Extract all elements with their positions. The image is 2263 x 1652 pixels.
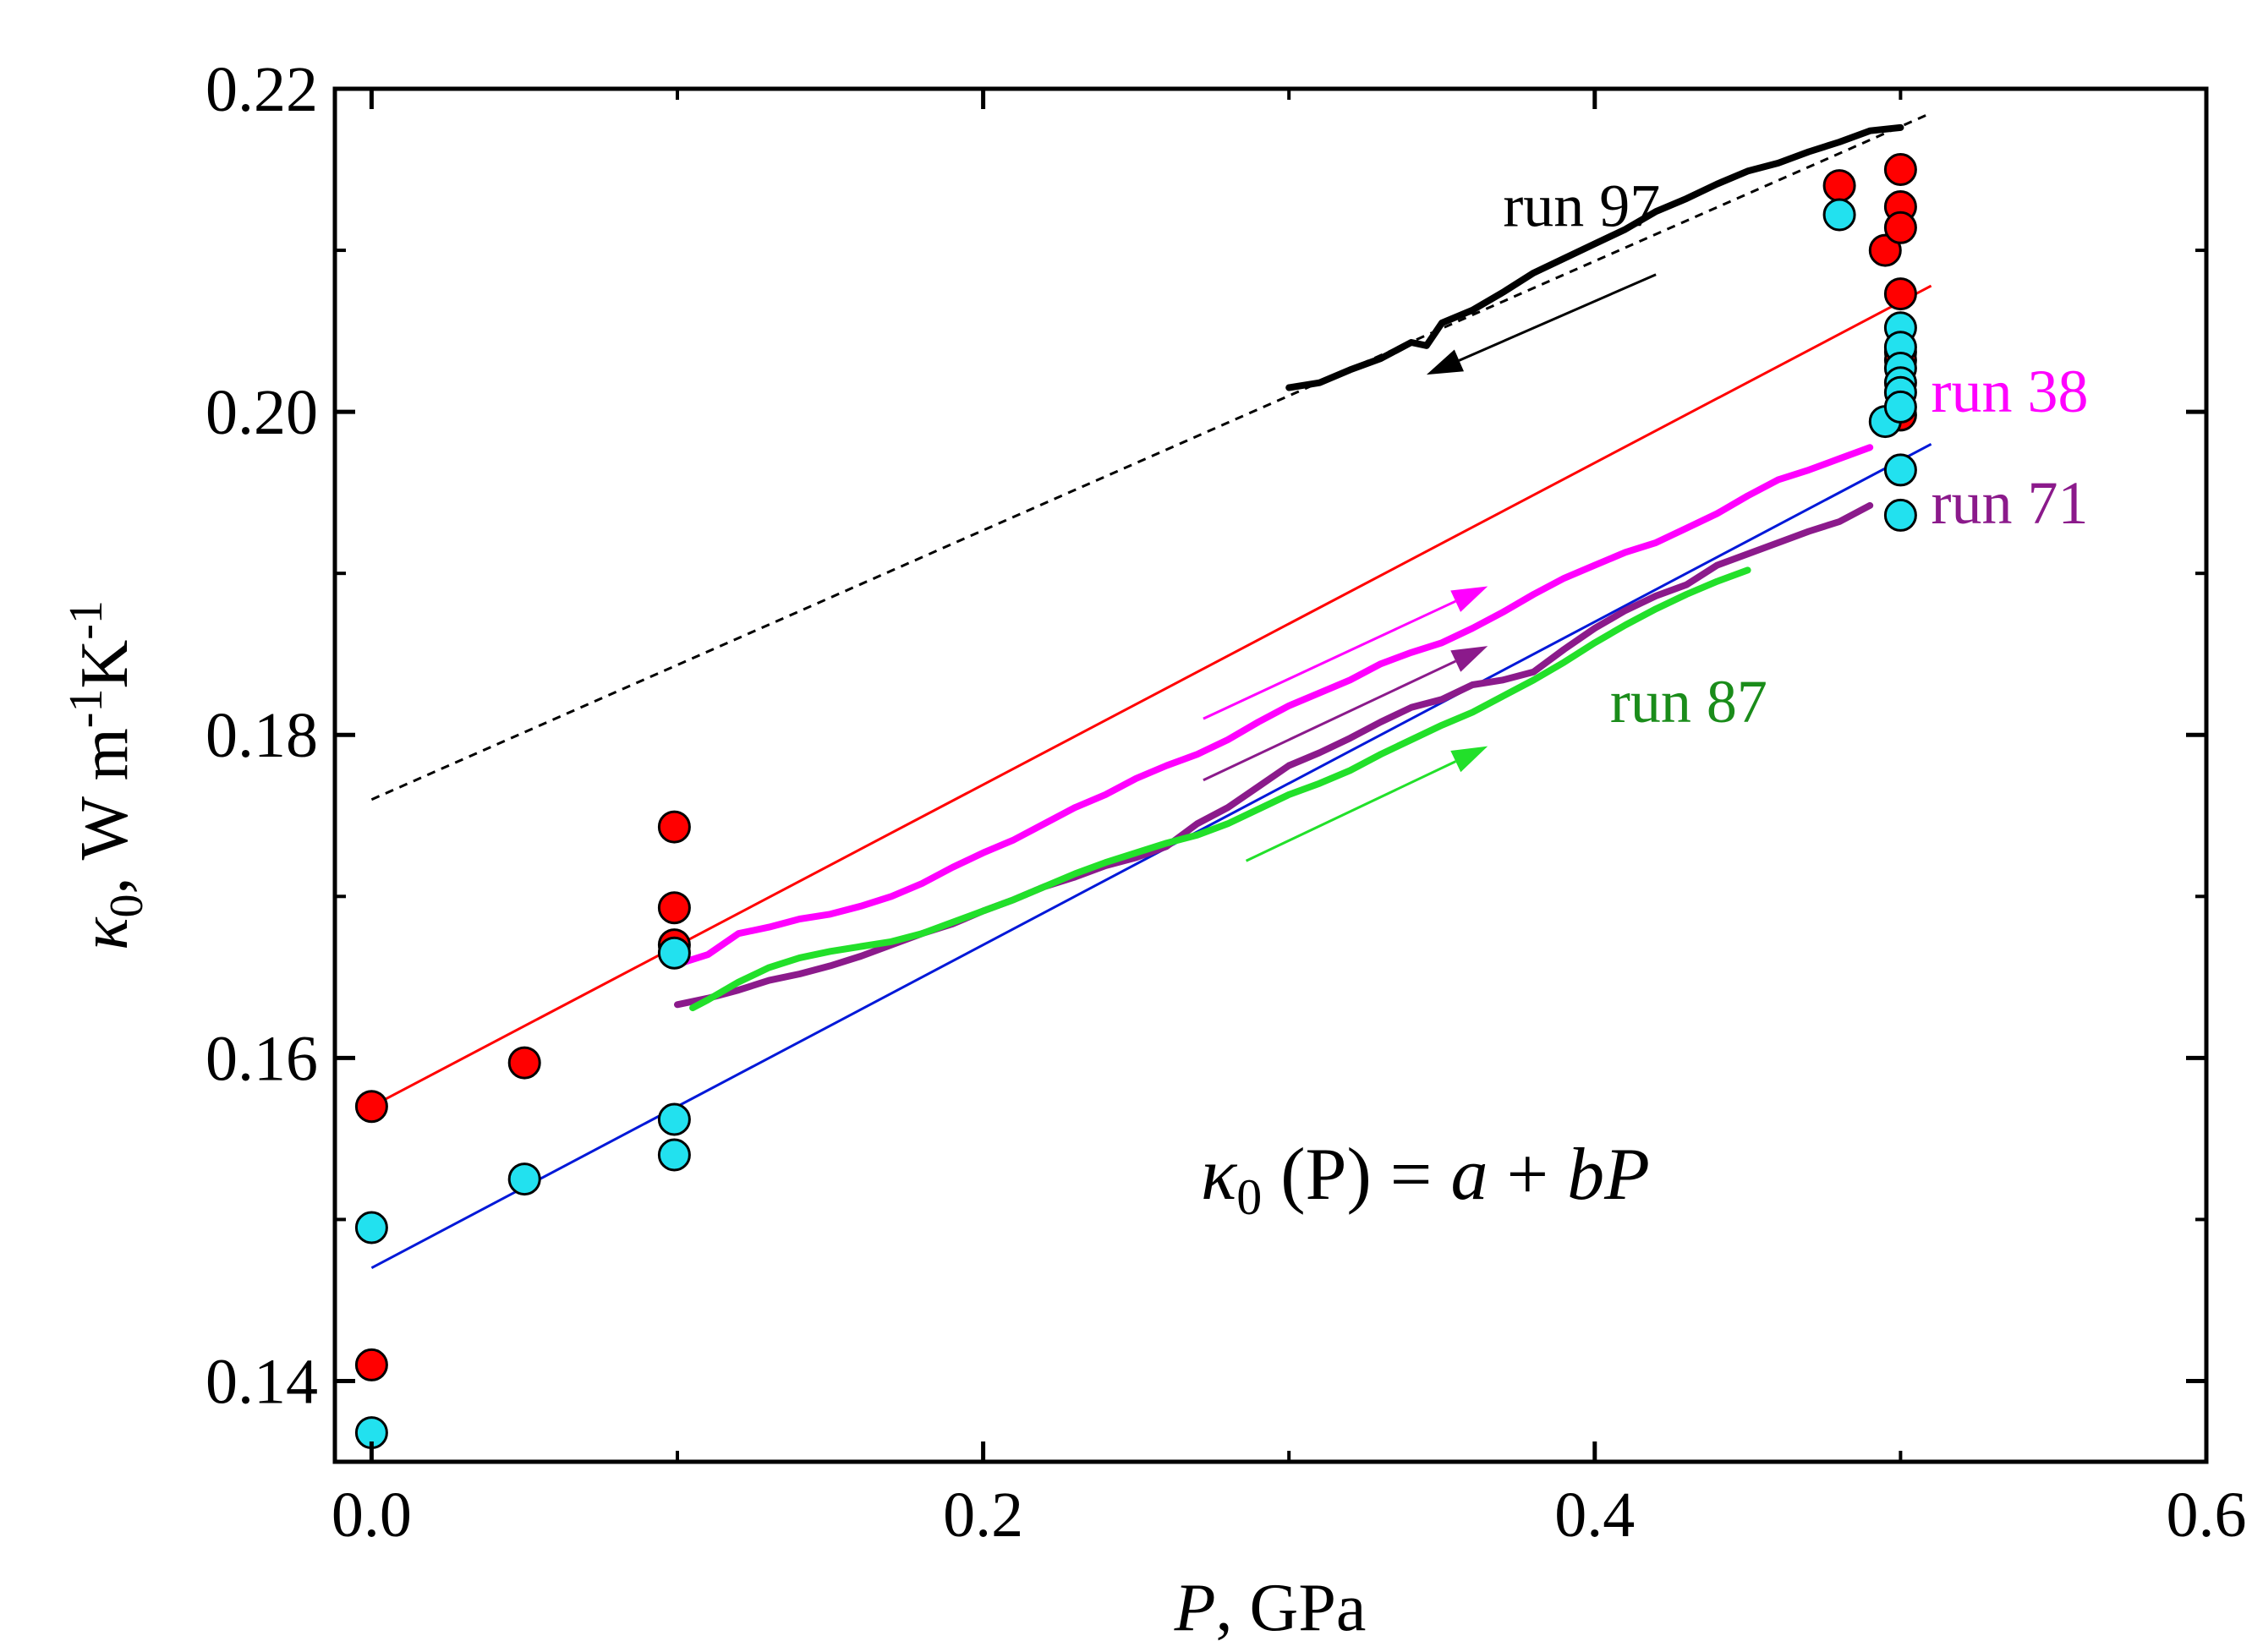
data-point-red-2 — [354, 1348, 388, 1381]
direction-arrowhead-4 — [1450, 746, 1488, 773]
series-label-run-71: run 71 — [1931, 469, 2089, 537]
direction-arrow-4 — [1245, 760, 1456, 862]
x-tick-label-3: 0.6 — [2167, 1480, 2247, 1551]
fit-line-1 — [370, 284, 1932, 1108]
y-tick-label-0: 0.14 — [205, 1346, 318, 1417]
data-point-red-1 — [354, 1090, 388, 1124]
direction-arrowhead-2 — [1450, 586, 1488, 612]
data-point-cyan-7 — [1822, 198, 1856, 232]
data-point-cyan-3 — [507, 1162, 541, 1196]
data-point-cyan-16 — [1883, 498, 1917, 532]
y-tick-label-2: 0.18 — [205, 700, 318, 771]
data-point-cyan-5 — [657, 1102, 691, 1136]
data-point-red-12 — [1883, 277, 1917, 311]
direction-arrow-1 — [1458, 273, 1657, 362]
y-tick-label-4: 0.22 — [205, 54, 318, 125]
data-point-red-11 — [1883, 211, 1917, 244]
data-point-cyan-14 — [1883, 390, 1917, 424]
data-point-red-7 — [1822, 169, 1856, 203]
y-axis-title: κ0, W m-1K-1 — [60, 600, 153, 950]
direction-arrowhead-3 — [1450, 646, 1488, 672]
direction-arrow-2 — [1203, 599, 1456, 720]
y-tick-label-3: 0.20 — [205, 377, 318, 448]
data-point-cyan-1 — [354, 1211, 388, 1244]
x-tick-label-0: 0.0 — [332, 1480, 412, 1551]
fit-line-3 — [370, 112, 1932, 801]
series-line-run-87 — [689, 566, 1751, 1012]
data-point-red-8 — [1868, 233, 1902, 267]
series-label-run-97: run 97 — [1503, 172, 1660, 239]
data-point-red-4 — [657, 810, 691, 844]
y-tick-label-1: 0.16 — [205, 1023, 318, 1094]
equation-label: κ0 (P) = a + bP — [1201, 1134, 1650, 1225]
direction-arrow-3 — [1203, 659, 1456, 782]
plot-frame — [332, 86, 2209, 1464]
data-point-red-9 — [1883, 153, 1917, 186]
fit-line-2 — [370, 442, 1932, 1270]
series-label-run-87: run 87 — [1610, 668, 1767, 736]
direction-arrowhead-1 — [1426, 349, 1465, 375]
data-point-cyan-4 — [657, 936, 691, 970]
data-point-cyan-6 — [657, 1138, 691, 1172]
series-line-run-38 — [674, 444, 1874, 968]
x-axis-title: P, GPa — [1174, 1571, 1367, 1645]
x-tick-label-1: 0.2 — [943, 1480, 1023, 1551]
data-point-red-5 — [657, 891, 691, 925]
series-line-run-71 — [674, 501, 1874, 1009]
series-label-run-38: run 38 — [1931, 358, 2089, 425]
data-point-cyan-15 — [1883, 453, 1917, 487]
x-tick-label-2: 0.4 — [1554, 1480, 1635, 1551]
series-line-run-97 — [1285, 123, 1904, 391]
data-point-red-3 — [507, 1046, 541, 1080]
